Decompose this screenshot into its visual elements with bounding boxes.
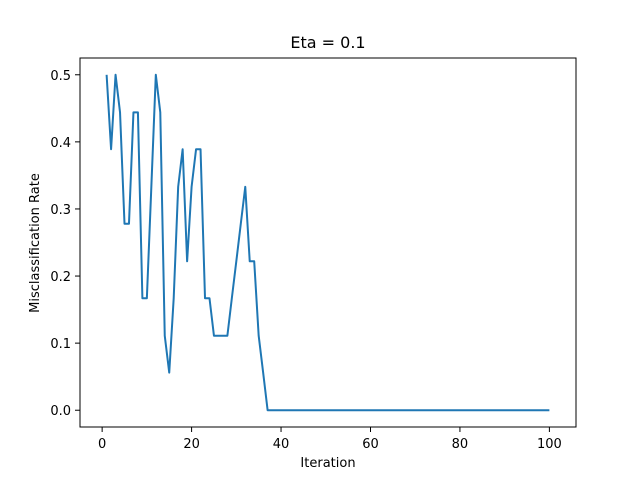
y-tick-label: 0.5 <box>50 69 71 84</box>
y-axis-ticks: 0.0 0.1 0.2 0.3 0.4 0.5 <box>50 69 80 419</box>
x-tick-label: 60 <box>362 437 379 452</box>
x-tick-label: 20 <box>183 437 200 452</box>
x-axis-label: Iteration <box>300 456 355 471</box>
plot-area-frame <box>79 57 577 428</box>
misclassification-rate-line <box>105 73 550 412</box>
chart-title: Eta = 0.1 <box>290 33 365 52</box>
x-axis-ticks: 0 20 40 60 80 100 <box>98 427 562 452</box>
x-tick-label: 0 <box>98 437 106 452</box>
y-axis-label: Misclassification Rate <box>28 173 43 313</box>
x-tick-label: 40 <box>273 437 290 452</box>
y-tick-label: 0.2 <box>50 270 71 285</box>
y-tick-label: 0.4 <box>50 136 71 151</box>
y-tick-label: 0.1 <box>50 337 71 352</box>
y-tick-label: 0.3 <box>50 203 71 218</box>
x-tick-label: 80 <box>452 437 469 452</box>
x-tick-label: 100 <box>537 437 562 452</box>
y-tick-label: 0.0 <box>50 404 71 419</box>
